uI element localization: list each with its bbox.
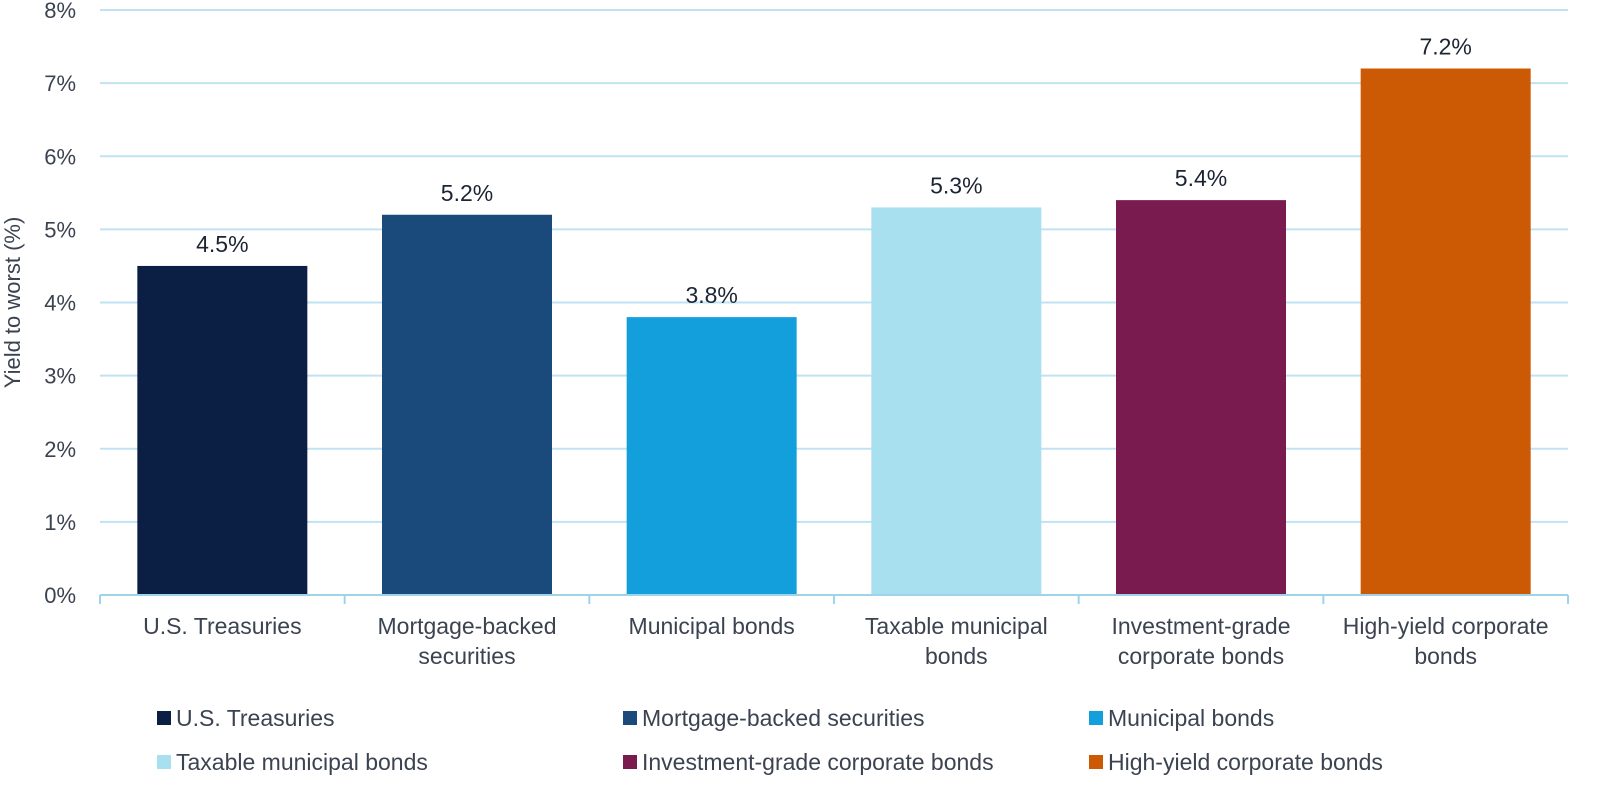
y-axis: 0% 1% 2% 3% 4% 5% 6% 7% 8% Yield to worst (%) [0, 0, 76, 608]
x-category-label: Mortgage-backed [378, 613, 557, 639]
data-label: 4.5% [196, 231, 248, 257]
x-category-label: bonds [1414, 643, 1477, 669]
x-category-label: Municipal bonds [629, 613, 795, 639]
y-tick-label: 5% [44, 217, 76, 242]
y-tick-label: 4% [44, 291, 76, 316]
y-tick-label: 0% [44, 583, 76, 608]
legend-swatch [1089, 711, 1103, 725]
legend-item: Taxable municipal bonds [157, 749, 428, 775]
legend-swatch [157, 711, 171, 725]
data-label: 5.4% [1175, 165, 1227, 191]
bars [137, 68, 1531, 595]
gridlines [100, 9, 1568, 523]
legend-swatch [623, 711, 637, 725]
y-tick-label: 6% [44, 144, 76, 169]
bar [1116, 200, 1286, 595]
y-tick-label: 8% [44, 0, 76, 23]
legend-label: Investment-grade corporate bonds [642, 749, 994, 775]
y-tick-label: 7% [44, 71, 76, 96]
legend-item: U.S. Treasuries [157, 705, 335, 731]
y-tick-label: 2% [44, 437, 76, 462]
legend-swatch [1089, 755, 1103, 769]
legend-item: Investment-grade corporate bonds [623, 749, 994, 775]
y-tick-label: 1% [44, 510, 76, 535]
data-label: 7.2% [1419, 34, 1471, 60]
legend-label: Mortgage-backed securities [642, 705, 925, 731]
x-category-label: High-yield corporate [1343, 613, 1549, 639]
x-category-label: Investment-grade [1112, 613, 1291, 639]
data-labels: 4.5% 5.2% 3.8% 5.3% 5.4% 7.2% [196, 34, 1472, 309]
legend: U.S. Treasuries Mortgage-backed securitie… [157, 705, 1383, 775]
legend-label: U.S. Treasuries [176, 705, 335, 731]
bar [1360, 68, 1531, 595]
bar [382, 214, 552, 595]
data-label: 5.3% [930, 172, 982, 198]
bar [137, 265, 308, 595]
legend-item: Municipal bonds [1089, 705, 1274, 731]
x-category-label: bonds [925, 643, 988, 669]
legend-label: Taxable municipal bonds [176, 749, 428, 775]
x-category-label: securities [418, 643, 515, 669]
y-axis-label: Yield to worst (%) [0, 217, 25, 389]
bar [871, 207, 1042, 595]
legend-label: High-yield corporate bonds [1108, 749, 1383, 775]
legend-item: Mortgage-backed securities [623, 705, 925, 731]
bar [626, 317, 797, 595]
legend-swatch [623, 755, 637, 769]
data-label: 5.2% [441, 180, 493, 206]
x-category-label: U.S. Treasuries [143, 613, 302, 639]
x-category-label: corporate bonds [1118, 643, 1284, 669]
legend-item: High-yield corporate bonds [1089, 749, 1383, 775]
x-axis: U.S. Treasuries Mortgage-backed securities… [99, 594, 1569, 669]
legend-label: Municipal bonds [1108, 705, 1274, 731]
y-tick-label: 3% [44, 364, 76, 389]
legend-swatch [157, 755, 171, 769]
data-label: 3.8% [685, 282, 737, 308]
x-category-label: Taxable municipal [865, 613, 1048, 639]
